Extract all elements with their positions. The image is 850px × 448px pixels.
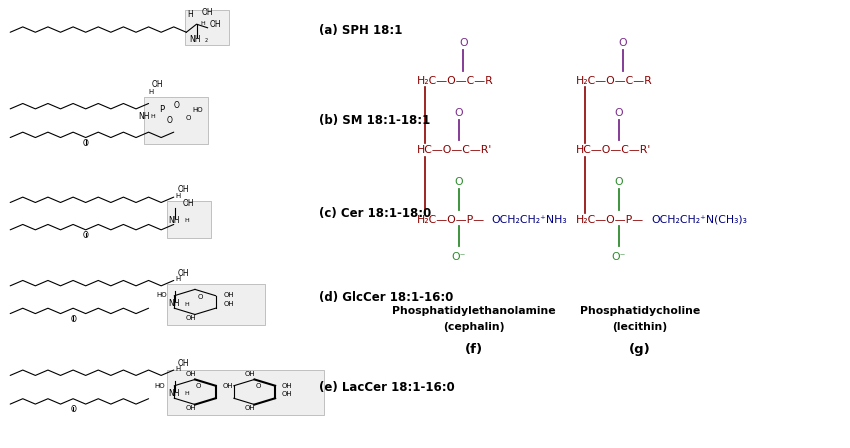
Text: O: O	[619, 39, 627, 48]
Text: HC—O—C—R': HC—O—C—R'	[576, 145, 652, 155]
Text: NH: NH	[168, 216, 180, 225]
Text: NH: NH	[168, 299, 180, 308]
Text: OH: OH	[178, 185, 190, 194]
Text: H: H	[184, 391, 189, 396]
Text: H₂C—O—C—R: H₂C—O—C—R	[576, 76, 653, 86]
Text: Phosphatidylethanolamine: Phosphatidylethanolamine	[393, 306, 556, 316]
Text: (cephalin): (cephalin)	[444, 322, 505, 332]
Text: P: P	[159, 105, 164, 114]
Text: (g): (g)	[629, 343, 651, 356]
Text: O⁻: O⁻	[452, 252, 466, 262]
Text: OCH₂CH₂⁺NH₃: OCH₂CH₂⁺NH₃	[491, 215, 567, 224]
Text: HO: HO	[156, 293, 167, 298]
Text: OH: OH	[178, 269, 190, 278]
Text: (e) LacCer 18:1-16:0: (e) LacCer 18:1-16:0	[319, 381, 455, 394]
Text: H: H	[150, 114, 156, 119]
Text: H: H	[200, 21, 205, 26]
Text: O: O	[197, 294, 203, 300]
Text: OH: OH	[178, 358, 190, 367]
Text: O: O	[82, 231, 88, 240]
Text: H₂C—O—P—: H₂C—O—P—	[416, 215, 484, 224]
Text: H: H	[175, 366, 180, 372]
Text: O: O	[71, 405, 76, 414]
Text: H₂C—O—P—: H₂C—O—P—	[576, 215, 644, 224]
Text: $_2$: $_2$	[204, 36, 209, 45]
Bar	[184, 10, 229, 45]
Text: OH: OH	[185, 371, 196, 377]
Text: NH: NH	[168, 389, 180, 398]
Text: OH: OH	[222, 383, 233, 388]
Text: (lecithin): (lecithin)	[613, 322, 667, 332]
Text: H: H	[188, 10, 194, 19]
Bar	[144, 97, 208, 144]
Text: NH: NH	[190, 35, 201, 44]
Text: H₂C—O—C—R: H₂C—O—C—R	[416, 76, 493, 86]
Text: OCH₂CH₂⁺N(CH₃)₃: OCH₂CH₂⁺N(CH₃)₃	[651, 215, 747, 224]
Text: O: O	[255, 383, 261, 389]
Text: OH: OH	[245, 405, 256, 411]
Text: O: O	[186, 115, 191, 121]
Text: H: H	[175, 276, 180, 282]
Text: OH: OH	[245, 371, 256, 377]
Text: (b) SM 18:1-18:1: (b) SM 18:1-18:1	[319, 114, 430, 128]
Text: O: O	[455, 177, 463, 187]
Text: OH: OH	[281, 383, 292, 388]
Text: O⁻: O⁻	[612, 252, 626, 262]
Bar	[167, 370, 324, 415]
Text: O: O	[459, 39, 468, 48]
Text: (c) Cer 18:1-18:0: (c) Cer 18:1-18:0	[319, 207, 431, 220]
Text: H: H	[149, 89, 154, 95]
Text: O: O	[71, 314, 76, 323]
Text: OH: OH	[224, 293, 235, 298]
Text: O: O	[615, 177, 623, 187]
Text: OH: OH	[224, 302, 235, 307]
Text: OH: OH	[182, 199, 194, 208]
Text: OH: OH	[185, 405, 196, 411]
Text: O: O	[167, 116, 173, 125]
Text: O: O	[615, 108, 623, 118]
Text: H: H	[184, 218, 189, 223]
Text: HC—O—C—R': HC—O—C—R'	[416, 145, 492, 155]
Text: OH: OH	[185, 315, 196, 321]
Text: (f): (f)	[465, 343, 484, 356]
Text: O: O	[82, 138, 88, 147]
Text: H: H	[184, 302, 189, 306]
Text: OH: OH	[201, 8, 213, 17]
Text: O: O	[173, 100, 179, 109]
Text: OH: OH	[210, 20, 222, 29]
Text: O: O	[455, 108, 463, 118]
Bar	[167, 201, 211, 238]
Text: HO: HO	[154, 383, 165, 389]
Text: OH: OH	[151, 80, 162, 89]
Text: Phosphatidycholine: Phosphatidycholine	[580, 306, 700, 316]
Text: NH: NH	[139, 112, 150, 121]
Text: H: H	[175, 193, 180, 199]
Bar	[167, 284, 264, 325]
Text: (a) SPH 18:1: (a) SPH 18:1	[319, 23, 402, 37]
Text: O: O	[196, 383, 201, 389]
Text: HO: HO	[192, 107, 202, 113]
Text: (d) GlcCer 18:1-16:0: (d) GlcCer 18:1-16:0	[319, 291, 453, 304]
Text: OH: OH	[281, 392, 292, 397]
